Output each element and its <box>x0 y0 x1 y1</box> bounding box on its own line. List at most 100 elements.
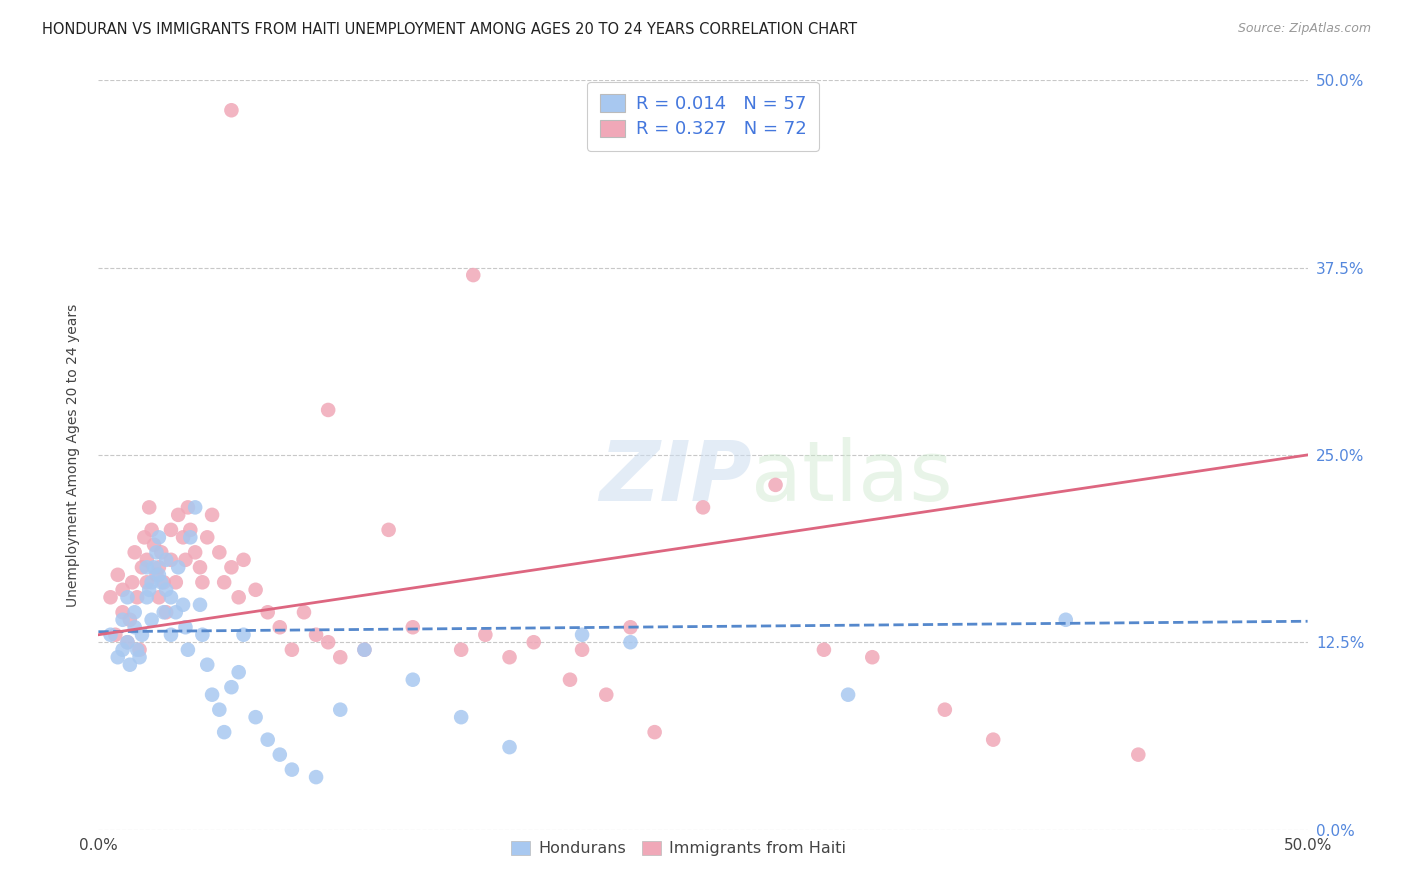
Y-axis label: Unemployment Among Ages 20 to 24 years: Unemployment Among Ages 20 to 24 years <box>66 303 80 607</box>
Point <box>155 605 177 619</box>
Point <box>121 575 143 590</box>
Point <box>111 582 134 597</box>
Point <box>100 591 122 605</box>
Point <box>837 688 859 702</box>
Point <box>160 591 183 605</box>
Point <box>245 582 267 597</box>
Point <box>135 591 157 605</box>
Point <box>127 642 149 657</box>
Point <box>141 523 163 537</box>
Text: HONDURAN VS IMMIGRANTS FROM HAITI UNEMPLOYMENT AMONG AGES 20 TO 24 YEARS CORRELA: HONDURAN VS IMMIGRANTS FROM HAITI UNEMPL… <box>42 22 858 37</box>
Point <box>316 635 339 649</box>
Point <box>111 605 134 619</box>
Point <box>195 657 218 672</box>
Point <box>188 560 211 574</box>
Point <box>172 598 194 612</box>
Point <box>644 725 666 739</box>
Point <box>221 560 243 574</box>
Point <box>127 591 149 605</box>
Point <box>201 688 224 702</box>
Point <box>150 545 173 559</box>
Point <box>498 650 520 665</box>
Point <box>100 628 122 642</box>
Point <box>107 650 129 665</box>
Point <box>138 582 160 597</box>
Point <box>155 553 177 567</box>
Point <box>619 620 641 634</box>
Point <box>595 688 617 702</box>
Point <box>450 710 472 724</box>
Point <box>143 560 166 574</box>
Point <box>256 605 278 619</box>
Point <box>195 530 218 544</box>
Point <box>353 642 375 657</box>
Point <box>188 598 211 612</box>
Point <box>174 620 197 634</box>
Point <box>860 650 883 665</box>
Point <box>184 500 207 515</box>
Point <box>118 613 141 627</box>
Point <box>212 725 235 739</box>
Point <box>402 620 425 634</box>
Point <box>269 620 291 634</box>
Point <box>124 545 146 559</box>
Point <box>141 613 163 627</box>
Point <box>232 628 254 642</box>
Text: atlas: atlas <box>751 437 953 518</box>
Point <box>221 680 243 694</box>
Point <box>107 567 129 582</box>
Point <box>305 770 328 784</box>
Point <box>191 628 214 642</box>
Point <box>131 560 153 574</box>
Point <box>353 642 375 657</box>
Point <box>208 703 231 717</box>
Point <box>135 560 157 574</box>
Point <box>111 642 134 657</box>
Point <box>117 635 139 649</box>
Point <box>179 523 201 537</box>
Point <box>221 103 243 118</box>
Point <box>172 530 194 544</box>
Point <box>179 530 201 544</box>
Point <box>152 575 174 590</box>
Point <box>155 582 177 597</box>
Point <box>765 478 787 492</box>
Point <box>212 575 235 590</box>
Text: Source: ZipAtlas.com: Source: ZipAtlas.com <box>1237 22 1371 36</box>
Point <box>111 613 134 627</box>
Point <box>148 567 170 582</box>
Point <box>208 545 231 559</box>
Point <box>167 508 190 522</box>
Point <box>329 703 352 717</box>
Point <box>402 673 425 687</box>
Point <box>141 575 163 590</box>
Point <box>228 665 250 680</box>
Point <box>474 628 496 642</box>
Point <box>245 710 267 724</box>
Point <box>191 575 214 590</box>
Point <box>571 642 593 657</box>
Point <box>160 553 183 567</box>
Point <box>498 740 520 755</box>
Point <box>135 553 157 567</box>
Point <box>134 530 156 544</box>
Point <box>692 500 714 515</box>
Point <box>450 642 472 657</box>
Point <box>160 628 183 642</box>
Point <box>167 560 190 574</box>
Point <box>292 605 315 619</box>
Point <box>117 635 139 649</box>
Point <box>128 642 150 657</box>
Point <box>117 591 139 605</box>
Point <box>135 575 157 590</box>
Point <box>305 628 328 642</box>
Point <box>981 732 1004 747</box>
Point <box>131 628 153 642</box>
Point <box>377 523 399 537</box>
Point <box>177 500 200 515</box>
Point <box>118 657 141 672</box>
Point <box>148 530 170 544</box>
Point <box>148 560 170 574</box>
Point <box>463 268 485 282</box>
Legend: Hondurans, Immigrants from Haiti: Hondurans, Immigrants from Haiti <box>505 835 852 863</box>
